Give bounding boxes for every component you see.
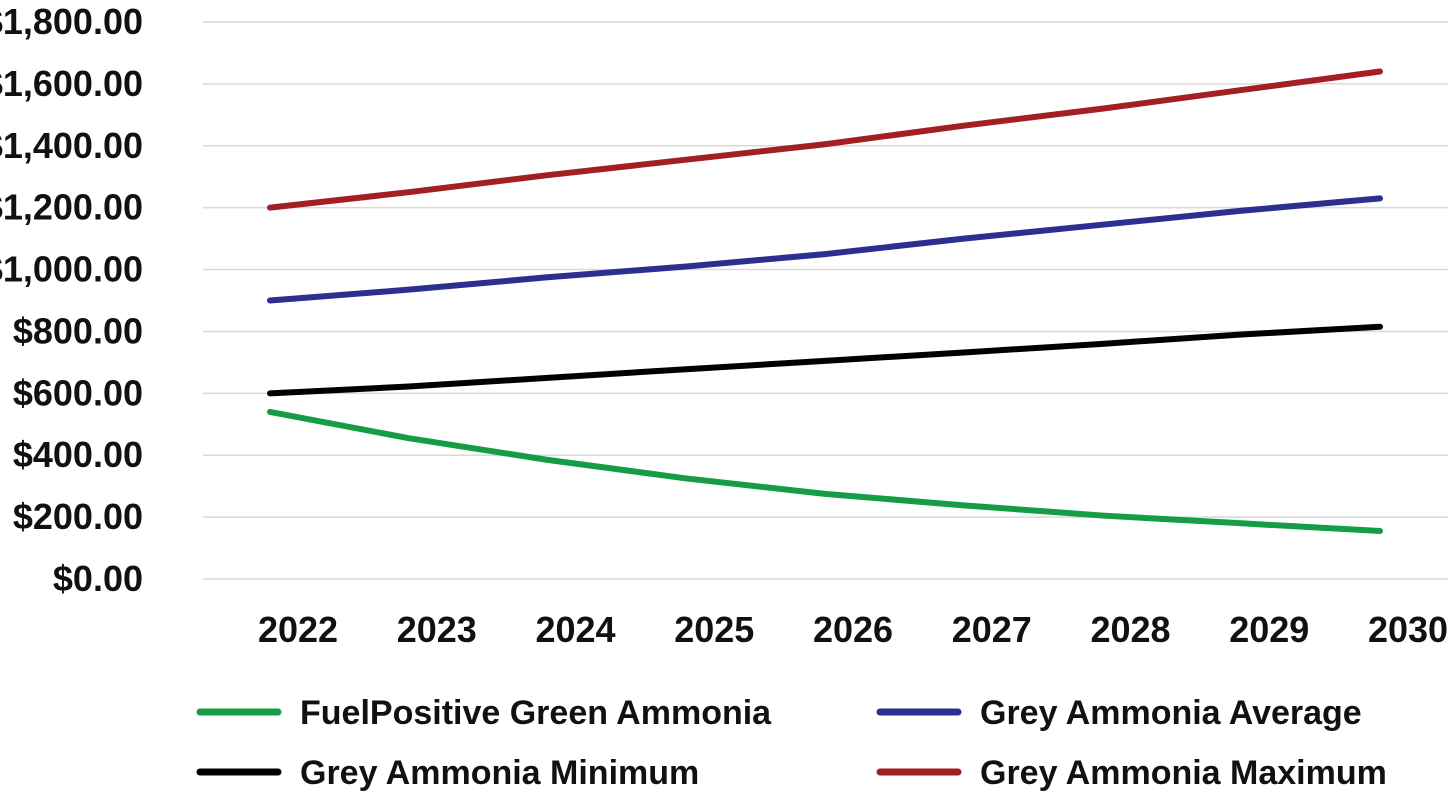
series-line-0 [267,408,1383,535]
x-tick-label: 2025 [674,609,754,650]
legend-label: Grey Ammonia Average [980,694,1362,732]
series-line-2 [267,323,1383,397]
legend-label: FuelPositive Green Ammonia [300,694,772,732]
x-tick-label: 2023 [397,609,477,650]
x-tick-label: 2024 [535,609,615,650]
x-tick-label: 2028 [1090,609,1170,650]
legend-label: Grey Ammonia Maximum [980,754,1387,792]
legend-item-3: Grey Ammonia Maximum [876,754,1387,792]
x-tick-label: 2026 [813,609,893,650]
series-line-3 [267,68,1383,211]
y-tick-label: $1,600.00 [0,63,143,104]
series-lines [267,68,1383,535]
legend-item-0: FuelPositive Green Ammonia [196,694,772,732]
legend-item-1: Grey Ammonia Average [876,694,1362,732]
y-tick-label: $1,000.00 [0,249,143,290]
gridlines [203,21,1448,580]
x-tick-label: 2029 [1229,609,1309,650]
x-axis-tick-labels: 2022 2023 2024 2025 2026 2027 2028 2029 2030 [258,609,1448,650]
x-tick-label: 2022 [258,609,338,650]
y-tick-label: $1,800.00 [0,1,143,42]
y-tick-label: $1,200.00 [0,187,143,228]
legend-label: Grey Ammonia Minimum [300,754,699,792]
y-axis-tick-labels: $0.00 $200.00 $400.00 $600.00 $800.00 $1,000.… [0,1,143,599]
x-tick-label: 2030 [1368,609,1448,650]
y-tick-label: $800.00 [13,310,143,351]
x-tick-label: 2027 [952,609,1032,650]
legend: FuelPositive Green Ammonia Grey Ammonia A… [196,694,1387,792]
y-tick-label: $0.00 [53,558,143,599]
y-tick-label: $200.00 [13,496,143,537]
y-tick-label: $1,400.00 [0,125,143,166]
y-tick-label: $600.00 [13,372,143,413]
legend-item-2: Grey Ammonia Minimum [196,754,699,792]
y-tick-label: $400.00 [13,434,143,475]
series-line-1 [267,195,1383,304]
